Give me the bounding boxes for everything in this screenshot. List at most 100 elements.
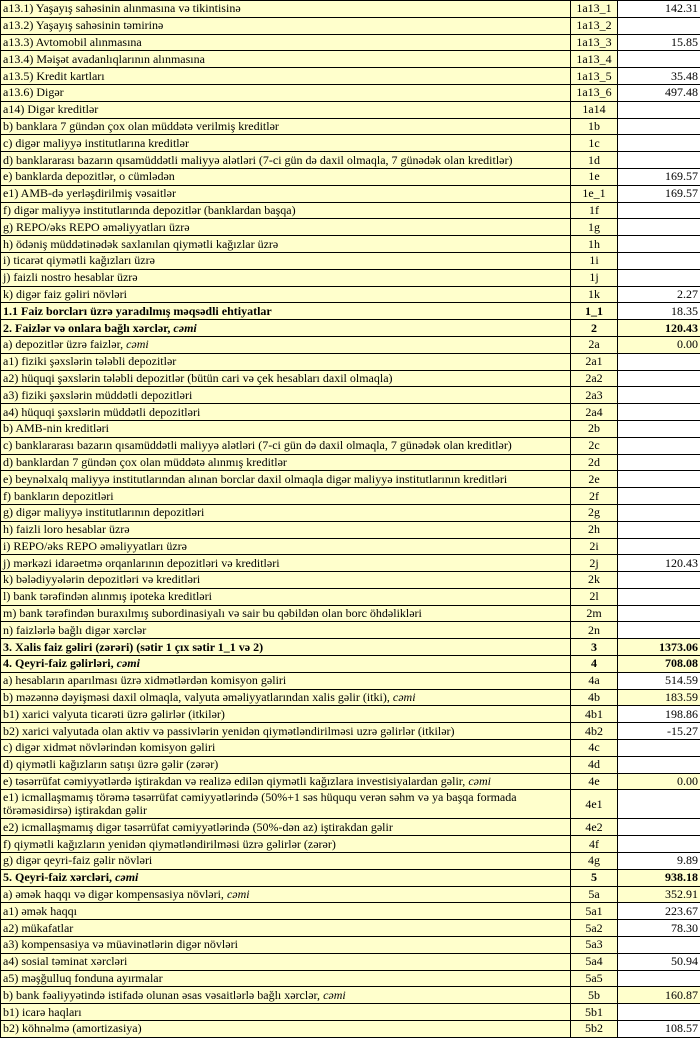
row-code: 1e_1: [570, 184, 618, 203]
row-label-text: f) digər maliyyə institutlarında depozit…: [3, 202, 296, 217]
row-value-cell[interactable]: [617, 818, 700, 837]
row-value-cell[interactable]: [617, 419, 700, 438]
row-label: f) bankların depozitləri: [0, 487, 571, 505]
row-code: 4c: [570, 739, 618, 757]
row-value-cell[interactable]: 497.48: [617, 83, 700, 102]
table-row: a13.4) Məişət avadanlıqlarının alınmasın…: [0, 50, 700, 69]
table-row: a2) mükafatlar 5a2 78.30: [0, 919, 700, 938]
row-value-cell[interactable]: [617, 936, 700, 954]
row-value-cell[interactable]: 78.30: [617, 919, 700, 938]
row-label: a) hesabların aparılması üzrə xidmətlərd…: [0, 671, 571, 690]
row-value-cell[interactable]: [617, 503, 700, 522]
row-value-cell[interactable]: [617, 436, 700, 455]
row-value-cell[interactable]: 9.89: [617, 852, 700, 870]
row-value-cell[interactable]: [617, 520, 700, 539]
row-value-cell[interactable]: [617, 789, 700, 820]
row-value-cell[interactable]: 50.94: [617, 952, 700, 971]
row-value-cell[interactable]: [617, 604, 700, 623]
row-value-cell[interactable]: 2.27: [617, 285, 700, 304]
row-value-cell[interactable]: [617, 268, 700, 287]
row-code: 2i: [570, 537, 618, 556]
table-row: c) digər maliyyə institutlarına kreditlə…: [0, 134, 700, 153]
row-label-italic-text: cəmi: [173, 320, 197, 335]
row-code: 1f: [570, 201, 618, 220]
row-label-text: c) banklararası bazarın qısamüddətli mal…: [3, 438, 512, 453]
row-value-cell[interactable]: [617, 352, 700, 371]
row-value-cell[interactable]: [617, 537, 700, 556]
row-value-cell[interactable]: 223.67: [617, 902, 700, 921]
row-value-cell: 120.43: [617, 319, 700, 337]
row-value-cell[interactable]: -15.27: [617, 722, 700, 741]
row-label-text: a) depozitlər üzrə faizlər,: [3, 337, 127, 352]
row-value-cell[interactable]: [617, 403, 700, 421]
row-value-cell[interactable]: 169.57: [617, 167, 700, 186]
row-label-text: f) qiymətli kağızların yenidən qiymətlən…: [3, 836, 336, 851]
row-label-text: c) digər maliyyə institutlarına kreditlə…: [3, 135, 189, 150]
row-value-cell[interactable]: [617, 117, 700, 136]
row-value-cell[interactable]: [617, 453, 700, 472]
row-label: e) təsərrüfat cəmiyyətlərdə iştirakdan v…: [0, 772, 571, 791]
row-code: 4b: [570, 688, 618, 707]
row-value-cell[interactable]: [617, 151, 700, 169]
row-code: 4e1: [570, 789, 618, 820]
row-label: j) mərkəzi idarəetmə orqanlarının depozi…: [0, 554, 571, 573]
row-value-cell[interactable]: [617, 470, 700, 489]
table-row: c) digər xidmət növlərindən komisyon gəl…: [0, 739, 700, 757]
row-value-cell[interactable]: [617, 1003, 700, 1022]
row-code: 1g: [570, 218, 618, 237]
row-value-cell[interactable]: [617, 201, 700, 220]
row-label-text: a13.2) Yaşayış sahəsinin təmirinə: [3, 18, 164, 33]
row-code: 5b1: [570, 1003, 618, 1022]
row-label-text: a4) hüquqi şəxslərin müddətli depozitlər…: [3, 404, 201, 419]
row-label-italic-text: cəmi: [116, 656, 140, 671]
row-value-cell[interactable]: 108.57: [617, 1020, 700, 1038]
row-label-text: a1) fiziki şəxslərin tələbli depozitlər: [3, 354, 177, 369]
row-value-cell[interactable]: [617, 100, 700, 119]
table-row: j) mərkəzi idarəetmə orqanlarının depozi…: [0, 554, 700, 573]
row-code: 2e: [570, 470, 618, 489]
row-label-text: n) faizlərlə bağlı digər xərclər: [3, 622, 147, 637]
row-value-cell[interactable]: [617, 134, 700, 153]
row-label: c) banklararası bazarın qısamüddətli mal…: [0, 436, 571, 455]
row-value-cell[interactable]: [617, 835, 700, 854]
row-code: 2m: [570, 604, 618, 623]
row-value-cell[interactable]: [617, 50, 700, 69]
row-value-cell[interactable]: 169.57: [617, 184, 700, 203]
row-label-text: g) digər qeyri-faiz gəlir növləri: [3, 853, 153, 868]
row-value-cell[interactable]: 35.48: [617, 67, 700, 85]
row-value-cell: 0.00: [617, 335, 700, 354]
row-label-text: 1.1 Faiz borcları üzrə yaradılmış məqsəd…: [3, 303, 272, 318]
row-value-cell[interactable]: [617, 571, 700, 589]
row-value-cell[interactable]: [617, 969, 700, 988]
row-value-cell[interactable]: 120.43: [617, 554, 700, 573]
row-value-cell[interactable]: [617, 16, 700, 35]
row-value-cell[interactable]: [617, 587, 700, 606]
row-value-cell[interactable]: [617, 487, 700, 505]
row-value-cell[interactable]: [617, 251, 700, 270]
row-value-cell[interactable]: [617, 755, 700, 774]
row-value-cell[interactable]: [617, 386, 700, 405]
table-row: b) məzənnə dəyişməsi daxil olmaqla, valy…: [0, 688, 700, 707]
row-value-cell[interactable]: [617, 218, 700, 237]
row-label: d) qiymətli kağızların satışı üzrə gəlir…: [0, 755, 571, 774]
row-label: 3. Xalis faiz gəliri (zərəri) (sətir 1 ç…: [0, 638, 571, 657]
row-value-cell[interactable]: [617, 621, 700, 640]
row-value-cell[interactable]: 15.85: [617, 33, 700, 52]
row-code: 5b: [570, 986, 618, 1005]
row-label: e1) AMB-də yerləşdirilmiş vəsaitlər: [0, 184, 571, 203]
row-value-cell[interactable]: 18.35: [617, 302, 700, 321]
table-row: l) bank tərəfindən alınmış ipoteka kredi…: [0, 587, 700, 606]
row-code: 4a: [570, 671, 618, 690]
table-row: b) AMB-nin kreditləri 2b: [0, 419, 700, 438]
row-code: 4e: [570, 772, 618, 791]
row-code: 1a13_4: [570, 50, 618, 69]
row-value-cell[interactable]: 514.59: [617, 671, 700, 690]
row-value-cell[interactable]: [617, 739, 700, 757]
row-value-cell[interactable]: [617, 235, 700, 253]
row-value-cell[interactable]: [617, 369, 700, 388]
row-value-cell[interactable]: 198.86: [617, 705, 700, 724]
table-row: h) faizli loro hesablar üzrə 2h: [0, 520, 700, 539]
row-value-cell[interactable]: 142.31: [617, 0, 700, 18]
table-row: c) banklararası bazarın qısamüddətli mal…: [0, 436, 700, 455]
